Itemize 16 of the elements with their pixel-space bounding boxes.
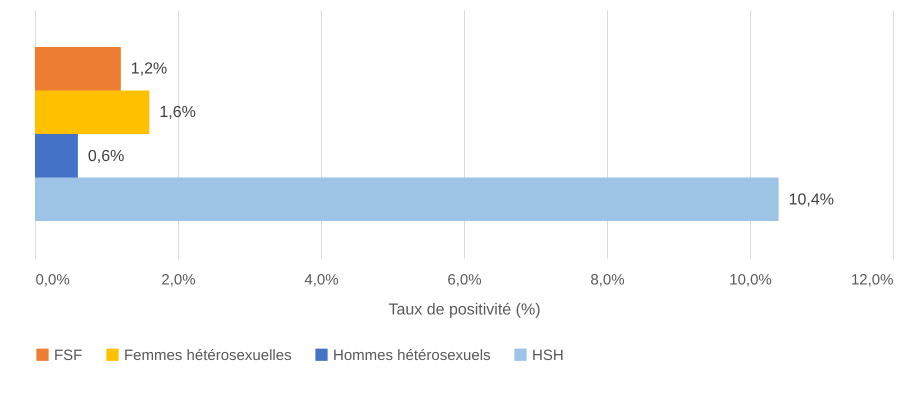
data-label: 10,4% [788, 191, 834, 208]
data-label: 0,6% [88, 148, 124, 165]
x-tick-label: 2,0% [161, 272, 196, 288]
x-axis-title: Taux de positivité (%) [388, 302, 541, 318]
x-tick-label: 8,0% [590, 272, 625, 288]
x-tick-label: 12,0% [850, 272, 894, 288]
x-tick-label: 10,0% [729, 272, 772, 288]
legend-label: Femmes hétérosexuelles [124, 346, 292, 364]
legend-label: FSF [54, 346, 82, 364]
x-tick-label: 4,0% [304, 272, 339, 288]
x-tick-label: 6,0% [447, 272, 482, 288]
legend-label: Hommes hétérosexuels [333, 346, 491, 364]
data-label: 1,6% [159, 104, 196, 122]
x-tick-label: 0,0% [36, 272, 70, 288]
legend-label: HSH [532, 346, 564, 364]
data-label: 1,2% [130, 60, 168, 78]
